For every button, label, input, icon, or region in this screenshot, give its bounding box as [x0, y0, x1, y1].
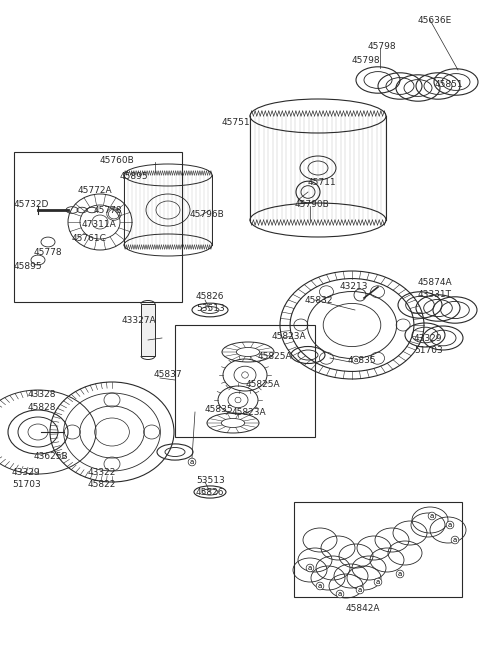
Text: a: a [358, 587, 362, 593]
Text: 45851: 45851 [435, 80, 464, 89]
Text: 43213: 43213 [340, 282, 369, 291]
Text: 45895: 45895 [14, 262, 43, 271]
Text: 51703: 51703 [12, 480, 41, 489]
Text: 43327A: 43327A [122, 316, 156, 325]
Text: 45772A: 45772A [78, 186, 113, 195]
Text: 45778: 45778 [34, 248, 62, 257]
Text: a: a [338, 591, 342, 597]
Bar [175, 325, 315, 437]
Bar [294, 502, 462, 597]
Text: a: a [398, 571, 402, 577]
Text: 45832: 45832 [305, 296, 334, 305]
Text: 43322: 43322 [88, 468, 116, 477]
Text: 43625B: 43625B [34, 452, 69, 461]
Text: 45826: 45826 [196, 292, 225, 301]
Text: 45823A: 45823A [272, 332, 307, 341]
Text: 53513: 53513 [196, 476, 225, 485]
Text: 45798: 45798 [368, 42, 396, 51]
Bar [141, 304, 155, 356]
Text: 45636E: 45636E [418, 16, 452, 25]
Text: 45822: 45822 [88, 480, 116, 489]
Text: 45760B: 45760B [100, 156, 135, 165]
Text: 45761C: 45761C [72, 234, 107, 243]
Text: 45798: 45798 [352, 56, 381, 65]
Text: 45751: 45751 [222, 118, 251, 127]
Text: 45874A: 45874A [418, 278, 453, 287]
Text: 45835: 45835 [348, 356, 377, 365]
Text: 45825A: 45825A [258, 352, 293, 361]
Text: 45825A: 45825A [246, 380, 281, 389]
Text: 45790B: 45790B [295, 200, 330, 209]
Text: 45895: 45895 [120, 172, 149, 181]
Text: a: a [448, 522, 452, 528]
Text: 45842A: 45842A [346, 604, 381, 613]
Text: a: a [308, 565, 312, 571]
Text: 45823A: 45823A [232, 408, 266, 417]
Text: 45796B: 45796B [190, 210, 225, 219]
Text: 45711: 45711 [308, 178, 336, 187]
Text: 43328: 43328 [28, 390, 57, 399]
Text: a: a [376, 579, 380, 585]
Text: 47311A: 47311A [82, 220, 117, 229]
Text: 45826: 45826 [196, 488, 225, 497]
Text: a: a [453, 537, 457, 543]
Bar [14, 152, 182, 302]
Text: 45828: 45828 [28, 403, 57, 412]
Text: 51703: 51703 [414, 346, 443, 355]
Text: a: a [354, 357, 358, 363]
Text: 45837: 45837 [154, 370, 182, 379]
Text: a: a [190, 459, 194, 465]
Text: a: a [430, 513, 434, 519]
Text: 45835: 45835 [205, 405, 234, 414]
Text: 43331T: 43331T [418, 290, 452, 299]
Text: 45778: 45778 [94, 206, 122, 215]
Text: 53513: 53513 [196, 304, 225, 313]
Text: 43329: 43329 [12, 468, 40, 477]
Text: a: a [318, 583, 322, 589]
Text: 45732D: 45732D [14, 200, 49, 209]
Text: 43329: 43329 [414, 334, 443, 343]
